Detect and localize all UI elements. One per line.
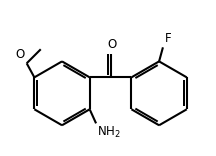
Text: F: F [165, 32, 172, 45]
Text: NH$_2$: NH$_2$ [97, 125, 121, 141]
Text: O: O [15, 48, 25, 61]
Text: O: O [108, 38, 117, 51]
